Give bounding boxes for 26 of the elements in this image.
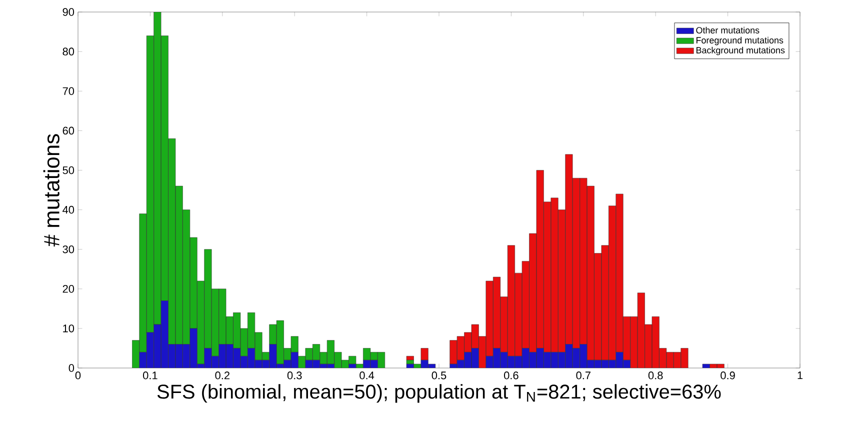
y-tick-label: 90 [62, 8, 74, 16]
x-tick-label: 0.6 [504, 372, 518, 380]
y-tick-label: 20 [62, 285, 74, 293]
x-tick-label: 0.9 [720, 372, 735, 380]
y-tick-label: 50 [62, 166, 74, 174]
y-tick-label: 40 [62, 206, 74, 214]
x-tick-label: 0.1 [143, 372, 158, 380]
y-tick-label: 70 [62, 87, 74, 95]
legend-label: Other mutations [696, 26, 760, 34]
x-tick-label: 0.4 [360, 372, 374, 380]
legend-label: Foreground mutations [696, 36, 784, 46]
y-tick-label: 10 [63, 324, 74, 332]
x-tick-label: 0.3 [287, 372, 302, 380]
x-axis-title: SFS (binomial, mean=50); population at T$_{N}$=821; selective=63% [157, 384, 721, 403]
legend-label: Background mutations [696, 46, 785, 56]
x-tick-label: 0 [75, 372, 81, 380]
x-tick-label: 1 [798, 372, 803, 380]
y-tick-label: 0 [68, 364, 74, 372]
x-tick-label: 0.8 [648, 372, 663, 380]
y-tick-label: 30 [62, 245, 74, 254]
y-tick-label: 80 [62, 48, 74, 56]
x-tick-label: 0.5 [432, 372, 446, 380]
x-tick-label: 0.2 [215, 372, 230, 380]
x-tick-label: 0.7 [576, 372, 590, 380]
y-axis-title: # mutations [43, 134, 60, 247]
y-tick-label: 60 [62, 126, 74, 135]
